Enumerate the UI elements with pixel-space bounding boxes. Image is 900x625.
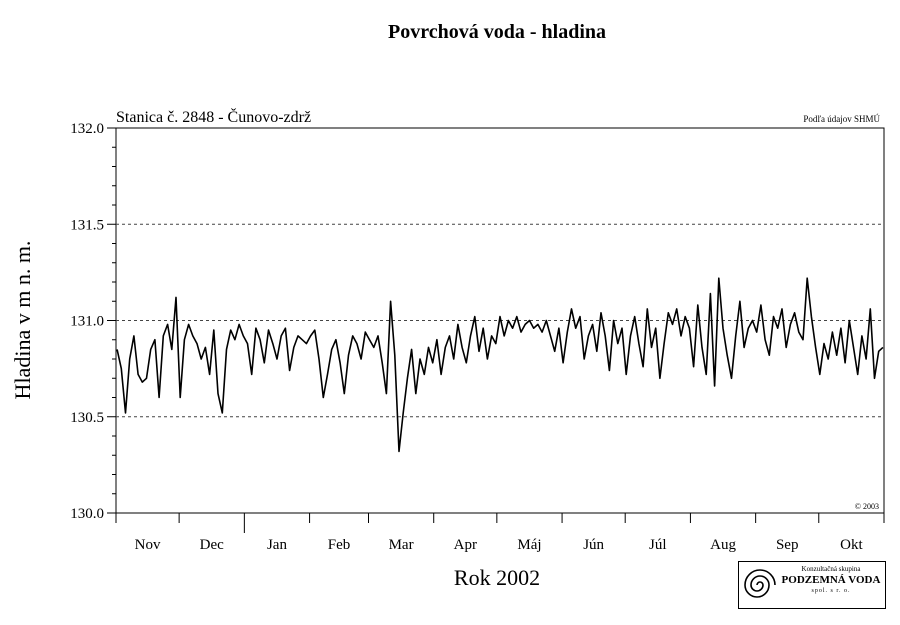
x-tick-label: Jan (267, 537, 287, 553)
y-tick-label: 131.0 (70, 314, 104, 330)
x-tick-label: Aug (710, 537, 736, 553)
logo-company-name: PODZEMNÁ VODA (781, 574, 881, 586)
y-tick-label: 130.5 (70, 410, 104, 426)
station-label: Stanica č. 2848 - Čunovo-zdrž (116, 107, 311, 126)
x-tick-label: Sep (776, 537, 799, 553)
source-note: Podľa údajov SHMÚ (803, 114, 880, 124)
x-tick-label: Nov (135, 537, 161, 553)
y-tick-label: 131.5 (70, 217, 104, 233)
x-tick-label: Dec (200, 537, 224, 553)
copyright-note: © 2003 (855, 502, 879, 511)
x-tick-label: Feb (328, 537, 351, 553)
chart-title: Povrchová voda - hladina (388, 21, 606, 43)
x-axis: Nov Dec Jan Feb Mar Apr Máj Jún Júl Aug Sep Okt (115, 513, 885, 553)
y-axis-label: Hladina v m n. m. (10, 241, 35, 400)
x-tick-label: Mar (389, 537, 414, 553)
x-tick-label: Okt (840, 537, 863, 553)
y-axis: 130.0 130.5 131.0 131.5 132.0 (70, 121, 116, 522)
y-tick-label: 130.0 (70, 506, 104, 522)
spiral-logo-icon (744, 569, 776, 598)
x-tick-label: Máj (517, 537, 541, 553)
x-tick-label: Apr (454, 537, 477, 553)
water-level-series-line (116, 277, 884, 453)
x-tick-label: Júl (649, 537, 667, 553)
x-axis-label: Rok 2002 (454, 565, 540, 590)
logo-line-3: spol. s r. o. (811, 588, 851, 594)
x-tick-label: Jún (583, 537, 604, 553)
logo-line-1: Konzultačná skupina (801, 565, 861, 573)
company-logo: Konzultačná skupina PODZEMNÁ VODA spol. … (738, 561, 886, 609)
y-tick-label: 132.0 (70, 121, 104, 137)
